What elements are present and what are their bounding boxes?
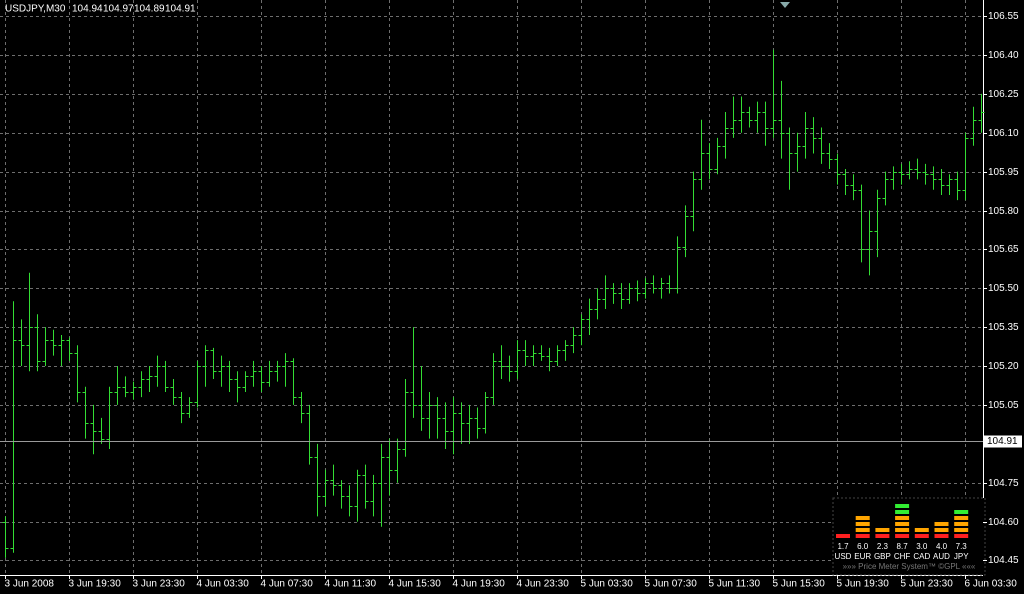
meter-segment: [934, 534, 949, 538]
meter-currency: JPY: [954, 552, 969, 561]
meter-value: 6.0: [857, 542, 869, 551]
meter-segment: [875, 534, 890, 538]
meter-segment: [895, 522, 910, 526]
header-value: 104.94: [72, 4, 103, 15]
x-tick-label: 3 Jun 2008: [5, 579, 55, 590]
meter-value: 1.7: [837, 542, 849, 551]
meter-currency: USD: [835, 552, 852, 561]
x-tick-label: 4 Jun 23:30: [517, 579, 570, 590]
shift-marker: [780, 2, 790, 8]
x-tick-label: 4 Jun 07:30: [261, 579, 314, 590]
meter-segment: [836, 534, 850, 538]
x-tick-label: 5 Jun 15:30: [773, 579, 826, 590]
bid-label-box: [984, 435, 1022, 448]
meter-value: 4.0: [936, 542, 948, 551]
meter-segment: [934, 522, 949, 526]
x-tick-label: 4 Jun 15:30: [389, 579, 442, 590]
meter-segment: [954, 516, 969, 520]
header-value: 104.97: [103, 4, 134, 15]
x-tick-label: 3 Jun 23:30: [133, 579, 186, 590]
y-tick-label: 106.55: [988, 11, 1019, 22]
y-tick-label: 106.25: [988, 89, 1019, 100]
meter-segment: [934, 528, 949, 532]
meter-value: 2.3: [877, 542, 889, 551]
meter-segment: [954, 528, 969, 532]
header-value: 104.91: [165, 4, 196, 15]
x-tick-label: 4 Jun 19:30: [453, 579, 506, 590]
meter-segment: [954, 534, 969, 538]
meter-segment: [855, 534, 870, 538]
x-tick-label: 3 Jun 19:30: [69, 579, 122, 590]
y-tick-label: 105.65: [988, 244, 1019, 255]
y-tick-label: 104.60: [988, 517, 1019, 528]
meter-segment: [895, 528, 910, 532]
meter-segment: [914, 534, 929, 538]
x-tick-label: 5 Jun 03:30: [581, 579, 634, 590]
meter-currency: AUD: [933, 552, 950, 561]
bid-label: 104.91: [987, 436, 1018, 447]
meter-segment: [954, 510, 969, 514]
x-tick-label: 5 Jun 11:30: [709, 579, 761, 590]
meter-segment: [895, 504, 910, 508]
y-tick-label: 105.35: [988, 322, 1019, 333]
x-tick-label: 4 Jun 11:30: [325, 579, 377, 590]
meter-currency: EUR: [854, 552, 871, 561]
y-tick-label: 105.50: [988, 283, 1019, 294]
y-tick-label: 105.05: [988, 400, 1019, 411]
header-value: 104.89: [134, 4, 165, 15]
meter-segment: [895, 516, 910, 520]
meter-segment: [954, 522, 969, 526]
y-tick-label: 105.95: [988, 167, 1019, 178]
x-tick-label: 5 Jun 23:30: [901, 579, 954, 590]
meter-currency: CAD: [913, 552, 930, 561]
meter-segment: [895, 510, 910, 514]
meter-segment: [855, 516, 870, 520]
y-tick-label: 106.10: [988, 128, 1019, 139]
y-tick-label: 105.80: [988, 206, 1019, 217]
x-tick-label: 5 Jun 07:30: [645, 579, 698, 590]
x-tick-label: 6 Jun 03:30: [965, 579, 1018, 590]
meter-segment: [875, 528, 890, 532]
x-tick-label: 4 Jun 03:30: [197, 579, 250, 590]
y-tick-label: 104.75: [988, 478, 1019, 489]
meter-segment: [855, 522, 870, 526]
meter-currency: CHF: [894, 552, 911, 561]
meter-caption: »»» Price Meter System™ ©GPL «««: [843, 562, 976, 571]
y-tick-label: 106.40: [988, 50, 1019, 61]
y-tick-label: 105.20: [988, 361, 1019, 372]
meter-value: 3.0: [916, 542, 928, 551]
meter-segment: [895, 534, 910, 538]
y-tick-label: 104.45: [988, 555, 1019, 566]
meter-value: 7.3: [956, 542, 968, 551]
meter-segment: [914, 528, 929, 532]
meter-segment: [855, 528, 870, 532]
symbol-title: USDJPY,M30: [5, 4, 66, 15]
meter-value: 8.7: [897, 542, 909, 551]
x-tick-label: 5 Jun 19:30: [837, 579, 890, 590]
meter-currency: GBP: [874, 552, 891, 561]
